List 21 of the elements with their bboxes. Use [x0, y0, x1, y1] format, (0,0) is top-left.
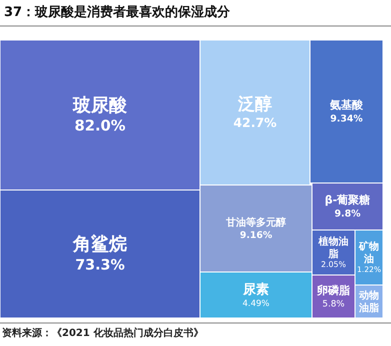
category-label: 矿物油	[358, 240, 379, 266]
data-label: 9.34%	[330, 113, 364, 124]
data-label: 9.16%	[240, 230, 273, 241]
category-label: 甘油等多元醇	[225, 216, 286, 229]
data-label: 4.49%	[242, 299, 270, 310]
category-label: 动物油脂	[358, 289, 379, 314]
category-label: 氨基酸	[329, 98, 364, 112]
category-label: 角鲨烷	[72, 234, 127, 256]
data-label: 42.7%	[233, 115, 278, 130]
category-label: 玻尿酸	[72, 94, 128, 116]
data-label: 9.8%	[334, 208, 362, 220]
data-label: 5.8%	[322, 299, 345, 310]
text: 资料来源：《2021 化妆品热门成分白皮书》	[2, 327, 204, 339]
category-label: β-葡聚糖	[324, 194, 370, 207]
data-label: 73.3%	[75, 257, 125, 274]
category-label: 尿素	[242, 282, 269, 298]
category-label: 卵磷脂	[316, 284, 350, 298]
text: 37：玻尿酸是消费者最喜欢的保湿成分	[4, 4, 232, 20]
category-label: 泛醇	[237, 94, 272, 115]
category-label: 植物油脂	[318, 235, 348, 260]
data-label: 82.0%	[74, 117, 126, 134]
